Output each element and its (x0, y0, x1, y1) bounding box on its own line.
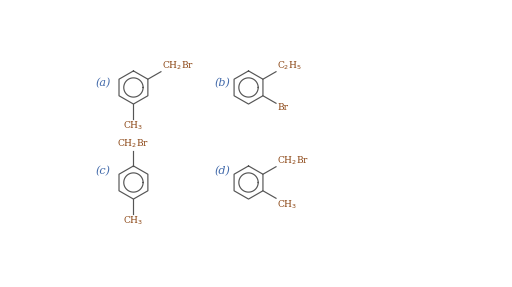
Text: (c): (c) (96, 166, 111, 177)
Text: CH$_2$Br: CH$_2$Br (162, 59, 194, 72)
Text: CH$_2$Br: CH$_2$Br (277, 154, 309, 167)
Text: (b): (b) (215, 78, 231, 88)
Text: CH$_2$Br: CH$_2$Br (117, 138, 150, 150)
Text: (d): (d) (215, 166, 231, 177)
Text: CH$_3$: CH$_3$ (123, 215, 143, 227)
Text: CH$_3$: CH$_3$ (123, 120, 143, 132)
Text: C$_2$H$_5$: C$_2$H$_5$ (277, 59, 302, 72)
Text: (a): (a) (96, 78, 111, 88)
Text: Br: Br (277, 103, 288, 112)
Text: CH$_3$: CH$_3$ (277, 198, 297, 211)
